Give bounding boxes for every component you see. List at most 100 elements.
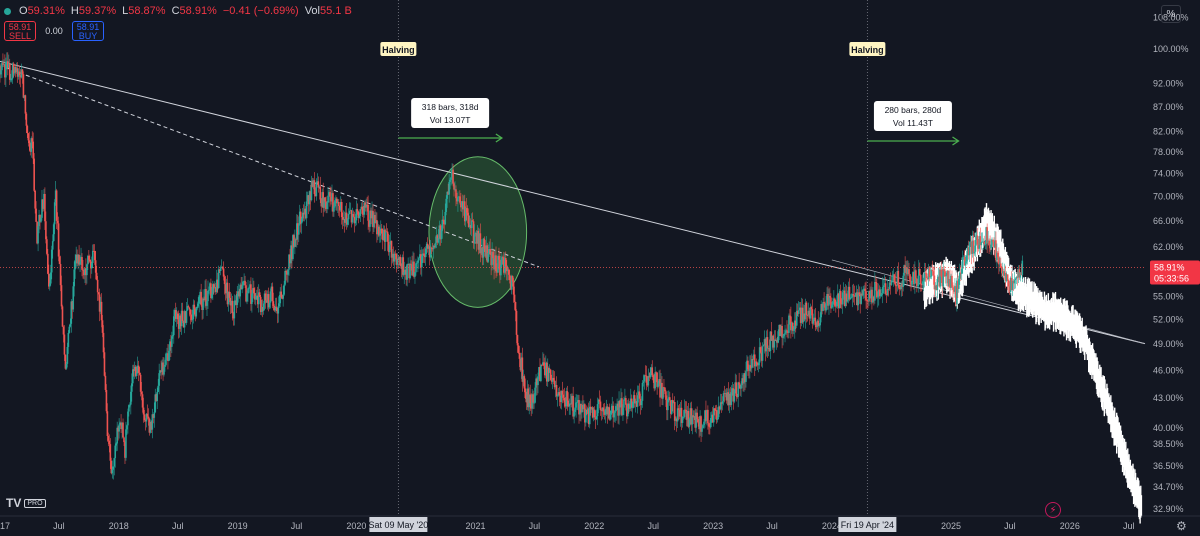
candle-body [633, 395, 636, 404]
candle-body [853, 295, 856, 297]
candle-body [441, 219, 444, 231]
candle-body [50, 249, 53, 273]
sell-price: 58.91 [8, 22, 32, 32]
candle-body [372, 210, 374, 228]
candle-body [421, 255, 423, 268]
candle-body [21, 69, 24, 75]
candle-body [677, 408, 680, 411]
candle-body [328, 192, 330, 196]
candle-body [913, 272, 915, 285]
percent-scale-button[interactable]: % [1161, 5, 1181, 23]
sell-button[interactable]: 58.91 SELL [4, 21, 36, 41]
buy-button[interactable]: 58.91 BUY [72, 21, 104, 41]
candle-body [67, 332, 70, 347]
candle-body [868, 290, 870, 301]
candle-body [309, 191, 312, 201]
candle-body [165, 353, 167, 365]
candle-body [1000, 267, 1003, 274]
candle-body [659, 379, 661, 398]
candle-body [110, 460, 113, 474]
candle-body [271, 286, 274, 302]
gear-icon[interactable]: ⚙ [1176, 519, 1187, 533]
candle-body [643, 375, 646, 382]
candle-body [507, 269, 510, 275]
candle-body [528, 394, 531, 408]
candle-body [1016, 276, 1019, 278]
x-tick-label: Jul [1123, 521, 1135, 531]
candle-body [152, 414, 155, 418]
candle-body [25, 113, 28, 126]
candle-body [688, 418, 691, 427]
candle-body [369, 210, 371, 227]
candle-body [41, 199, 43, 218]
y-tick-label: 43.00% [1153, 393, 1184, 403]
x-tick-label: Jul [291, 521, 303, 531]
candle-body [130, 391, 132, 405]
candle-body [361, 206, 364, 214]
bolt-icon[interactable]: ⚡ [1045, 502, 1061, 518]
candle-body [755, 361, 758, 365]
measure-bars-text: 318 bars, 318d [422, 102, 479, 112]
candle-body [284, 271, 286, 285]
candle-body [51, 241, 54, 250]
candle-body [403, 272, 406, 275]
candle-body [845, 293, 848, 302]
candle-body [495, 255, 497, 272]
candle-body [489, 248, 491, 255]
candle-body [807, 310, 810, 316]
candle-body [703, 421, 705, 426]
candle-body [604, 409, 607, 415]
measure-arrow-head [495, 133, 504, 143]
candle-body [206, 301, 208, 306]
candle-body [97, 292, 100, 295]
candle-body [917, 268, 920, 286]
candle-body [316, 181, 319, 183]
candle-body [320, 199, 323, 207]
candle-body [512, 281, 515, 295]
candle-body [481, 247, 484, 258]
candle-body [18, 71, 21, 76]
candle-body [431, 248, 434, 250]
candle-body [650, 367, 653, 374]
candle-body [590, 407, 593, 410]
candle-body [935, 285, 938, 291]
candle-body [135, 373, 138, 376]
candle-body [621, 398, 623, 415]
candle-body [247, 288, 249, 294]
candle-body [69, 323, 72, 327]
candle-body [236, 293, 239, 305]
candle-body [164, 364, 166, 367]
candle-body [764, 339, 767, 352]
candle-body [505, 266, 508, 272]
candle-body [347, 214, 350, 220]
candle-body [715, 410, 718, 420]
candle-body [68, 326, 71, 333]
candle-body [442, 219, 445, 221]
candle-body [657, 383, 659, 387]
high-label: H [70, 5, 79, 17]
candle-body [120, 422, 122, 430]
candle-body [428, 246, 431, 258]
candle-body [977, 244, 980, 249]
candle-body [694, 416, 697, 428]
candle-body [334, 200, 336, 207]
candle-body [831, 304, 833, 309]
candle-body [860, 293, 862, 304]
candle-body [540, 364, 542, 381]
candle-body [969, 241, 972, 243]
candle-body [370, 210, 372, 219]
candle-body [185, 310, 188, 323]
candle-body [727, 392, 730, 406]
candle-body [525, 398, 528, 403]
candle-body [74, 260, 76, 270]
trendline-dashed [6, 67, 540, 268]
candle-body [38, 214, 40, 227]
candle-body [788, 315, 790, 333]
candle-body [737, 382, 739, 397]
candle-body [421, 253, 424, 256]
candle-body [132, 369, 135, 371]
candle-body [342, 219, 345, 220]
sell-label: SELL [8, 31, 32, 41]
candle-body [207, 290, 209, 302]
